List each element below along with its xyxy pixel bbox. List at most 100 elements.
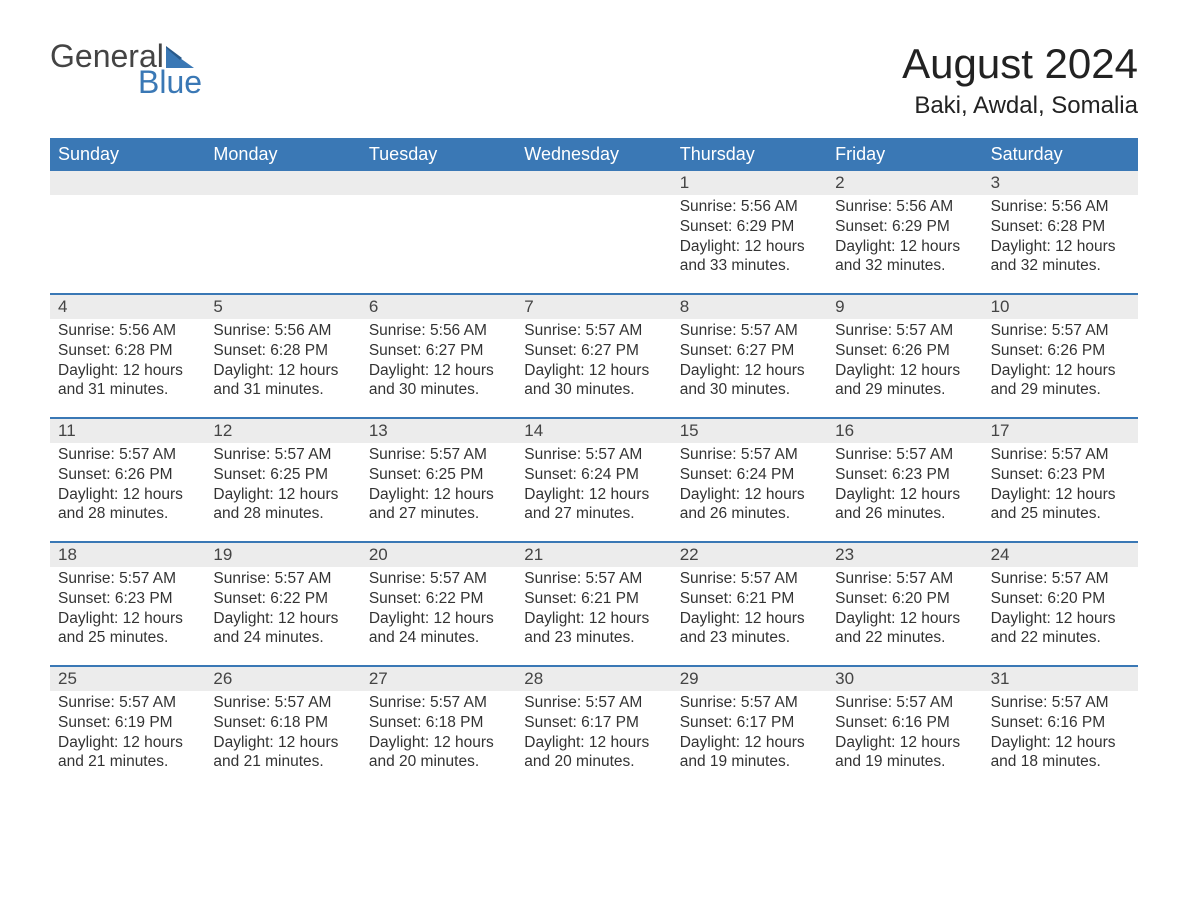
- day-body: Sunrise: 5:56 AMSunset: 6:28 PMDaylight:…: [205, 319, 360, 406]
- day-cell: 19Sunrise: 5:57 AMSunset: 6:22 PMDayligh…: [205, 543, 360, 665]
- sunset-line: Sunset: 6:17 PM: [680, 713, 819, 733]
- day-number: 19: [205, 543, 360, 567]
- daylight-line: Daylight: 12 hours and 30 minutes.: [369, 361, 508, 401]
- day-body: Sunrise: 5:57 AMSunset: 6:22 PMDaylight:…: [205, 567, 360, 654]
- day-body: Sunrise: 5:57 AMSunset: 6:20 PMDaylight:…: [827, 567, 982, 654]
- day-cell: 2Sunrise: 5:56 AMSunset: 6:29 PMDaylight…: [827, 171, 982, 293]
- day-cell: 9Sunrise: 5:57 AMSunset: 6:26 PMDaylight…: [827, 295, 982, 417]
- sunset-line: Sunset: 6:22 PM: [213, 589, 352, 609]
- dow-thursday: Thursday: [672, 138, 827, 171]
- daylight-line: Daylight: 12 hours and 19 minutes.: [680, 733, 819, 773]
- sunset-line: Sunset: 6:27 PM: [369, 341, 508, 361]
- day-body: Sunrise: 5:57 AMSunset: 6:18 PMDaylight:…: [361, 691, 516, 778]
- sunrise-line: Sunrise: 5:57 AM: [991, 693, 1130, 713]
- day-cell: 30Sunrise: 5:57 AMSunset: 6:16 PMDayligh…: [827, 667, 982, 789]
- dow-tuesday: Tuesday: [361, 138, 516, 171]
- sunrise-line: Sunrise: 5:57 AM: [680, 693, 819, 713]
- day-number: 15: [672, 419, 827, 443]
- day-number: 31: [983, 667, 1138, 691]
- day-cell: 3Sunrise: 5:56 AMSunset: 6:28 PMDaylight…: [983, 171, 1138, 293]
- sunrise-line: Sunrise: 5:56 AM: [213, 321, 352, 341]
- daylight-line: Daylight: 12 hours and 23 minutes.: [680, 609, 819, 649]
- daylight-line: Daylight: 12 hours and 22 minutes.: [835, 609, 974, 649]
- day-cell: 1Sunrise: 5:56 AMSunset: 6:29 PMDaylight…: [672, 171, 827, 293]
- day-body: Sunrise: 5:56 AMSunset: 6:27 PMDaylight:…: [361, 319, 516, 406]
- day-cell: 16Sunrise: 5:57 AMSunset: 6:23 PMDayligh…: [827, 419, 982, 541]
- sunset-line: Sunset: 6:20 PM: [991, 589, 1130, 609]
- logo-word-blue: Blue: [138, 66, 202, 98]
- day-number: 10: [983, 295, 1138, 319]
- logo: General Blue: [50, 40, 202, 98]
- day-body: Sunrise: 5:57 AMSunset: 6:24 PMDaylight:…: [516, 443, 671, 530]
- day-number: 30: [827, 667, 982, 691]
- daylight-line: Daylight: 12 hours and 33 minutes.: [680, 237, 819, 277]
- empty-cell: [50, 171, 205, 293]
- daylight-line: Daylight: 12 hours and 26 minutes.: [835, 485, 974, 525]
- daylight-line: Daylight: 12 hours and 28 minutes.: [58, 485, 197, 525]
- sunrise-line: Sunrise: 5:57 AM: [369, 445, 508, 465]
- day-number: 7: [516, 295, 671, 319]
- sunrise-line: Sunrise: 5:56 AM: [991, 197, 1130, 217]
- sunrise-line: Sunrise: 5:57 AM: [680, 321, 819, 341]
- daylight-line: Daylight: 12 hours and 31 minutes.: [58, 361, 197, 401]
- sunrise-line: Sunrise: 5:57 AM: [213, 693, 352, 713]
- day-number: 20: [361, 543, 516, 567]
- sunrise-line: Sunrise: 5:56 AM: [369, 321, 508, 341]
- day-cell: 6Sunrise: 5:56 AMSunset: 6:27 PMDaylight…: [361, 295, 516, 417]
- day-cell: 31Sunrise: 5:57 AMSunset: 6:16 PMDayligh…: [983, 667, 1138, 789]
- daylight-line: Daylight: 12 hours and 21 minutes.: [213, 733, 352, 773]
- empty-cell: [361, 171, 516, 293]
- sunrise-line: Sunrise: 5:57 AM: [524, 321, 663, 341]
- daylight-line: Daylight: 12 hours and 29 minutes.: [991, 361, 1130, 401]
- sunrise-line: Sunrise: 5:57 AM: [680, 569, 819, 589]
- day-cell: 26Sunrise: 5:57 AMSunset: 6:18 PMDayligh…: [205, 667, 360, 789]
- sunset-line: Sunset: 6:24 PM: [524, 465, 663, 485]
- day-number: 5: [205, 295, 360, 319]
- day-body: Sunrise: 5:57 AMSunset: 6:16 PMDaylight:…: [983, 691, 1138, 778]
- sunrise-line: Sunrise: 5:57 AM: [58, 445, 197, 465]
- sunset-line: Sunset: 6:28 PM: [991, 217, 1130, 237]
- daylight-line: Daylight: 12 hours and 27 minutes.: [524, 485, 663, 525]
- day-body: Sunrise: 5:57 AMSunset: 6:16 PMDaylight:…: [827, 691, 982, 778]
- daylight-line: Daylight: 12 hours and 25 minutes.: [58, 609, 197, 649]
- sunset-line: Sunset: 6:21 PM: [680, 589, 819, 609]
- sunrise-line: Sunrise: 5:56 AM: [835, 197, 974, 217]
- daylight-line: Daylight: 12 hours and 18 minutes.: [991, 733, 1130, 773]
- sunset-line: Sunset: 6:21 PM: [524, 589, 663, 609]
- day-body: Sunrise: 5:57 AMSunset: 6:26 PMDaylight:…: [827, 319, 982, 406]
- day-cell: 15Sunrise: 5:57 AMSunset: 6:24 PMDayligh…: [672, 419, 827, 541]
- day-body: Sunrise: 5:56 AMSunset: 6:28 PMDaylight:…: [983, 195, 1138, 282]
- day-cell: 10Sunrise: 5:57 AMSunset: 6:26 PMDayligh…: [983, 295, 1138, 417]
- day-body: Sunrise: 5:57 AMSunset: 6:23 PMDaylight:…: [827, 443, 982, 530]
- week-row: 11Sunrise: 5:57 AMSunset: 6:26 PMDayligh…: [50, 417, 1138, 541]
- day-number: 27: [361, 667, 516, 691]
- week-row: 1Sunrise: 5:56 AMSunset: 6:29 PMDaylight…: [50, 171, 1138, 293]
- sunset-line: Sunset: 6:22 PM: [369, 589, 508, 609]
- daylight-line: Daylight: 12 hours and 24 minutes.: [369, 609, 508, 649]
- daylight-line: Daylight: 12 hours and 28 minutes.: [213, 485, 352, 525]
- sunset-line: Sunset: 6:17 PM: [524, 713, 663, 733]
- sunset-line: Sunset: 6:27 PM: [680, 341, 819, 361]
- dow-friday: Friday: [827, 138, 982, 171]
- week-row: 4Sunrise: 5:56 AMSunset: 6:28 PMDaylight…: [50, 293, 1138, 417]
- day-cell: 23Sunrise: 5:57 AMSunset: 6:20 PMDayligh…: [827, 543, 982, 665]
- day-number: 1: [672, 171, 827, 195]
- daylight-line: Daylight: 12 hours and 30 minutes.: [680, 361, 819, 401]
- daylight-line: Daylight: 12 hours and 26 minutes.: [680, 485, 819, 525]
- day-number: 8: [672, 295, 827, 319]
- day-number: 18: [50, 543, 205, 567]
- day-number: 29: [672, 667, 827, 691]
- sunrise-line: Sunrise: 5:57 AM: [835, 569, 974, 589]
- day-body: Sunrise: 5:57 AMSunset: 6:22 PMDaylight:…: [361, 567, 516, 654]
- sunset-line: Sunset: 6:19 PM: [58, 713, 197, 733]
- day-cell: 4Sunrise: 5:56 AMSunset: 6:28 PMDaylight…: [50, 295, 205, 417]
- sunset-line: Sunset: 6:20 PM: [835, 589, 974, 609]
- day-cell: 21Sunrise: 5:57 AMSunset: 6:21 PMDayligh…: [516, 543, 671, 665]
- sunrise-line: Sunrise: 5:57 AM: [991, 569, 1130, 589]
- dow-sunday: Sunday: [50, 138, 205, 171]
- day-number: 11: [50, 419, 205, 443]
- day-cell: 24Sunrise: 5:57 AMSunset: 6:20 PMDayligh…: [983, 543, 1138, 665]
- day-cell: 11Sunrise: 5:57 AMSunset: 6:26 PMDayligh…: [50, 419, 205, 541]
- sunset-line: Sunset: 6:29 PM: [835, 217, 974, 237]
- day-body: Sunrise: 5:57 AMSunset: 6:25 PMDaylight:…: [205, 443, 360, 530]
